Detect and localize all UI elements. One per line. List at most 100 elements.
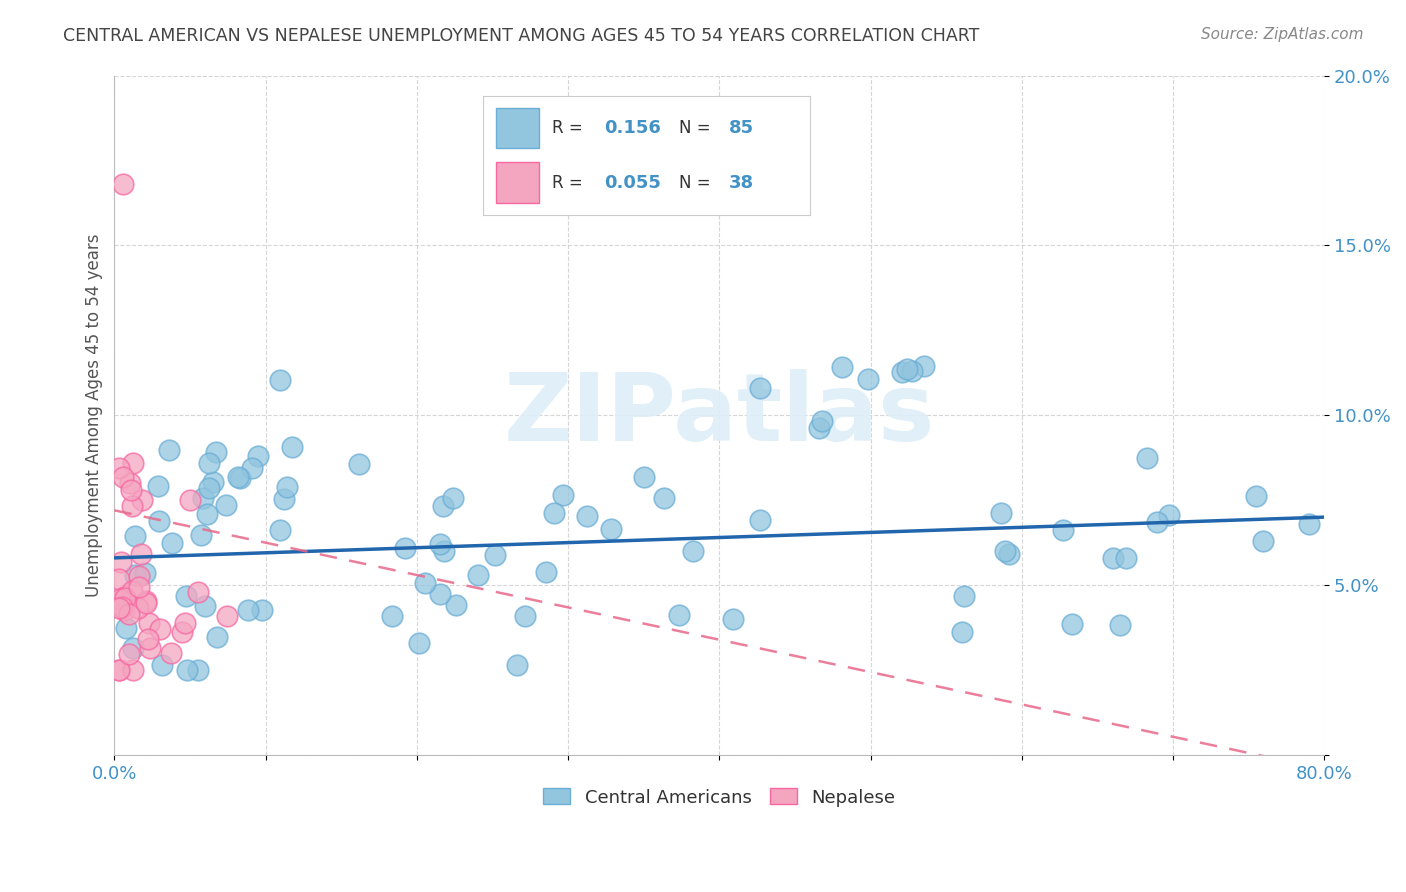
Point (269, 523, 291, 537)
Point (901, 364, 924, 378)
Point (994, 544, 1017, 558)
Point (134, 566, 156, 581)
Point (807, 421, 830, 435)
Point (118, 607, 141, 621)
Point (413, 575, 436, 590)
Point (668, 608, 690, 623)
Point (149, 622, 172, 636)
Point (146, 478, 169, 492)
Point (600, 522, 623, 536)
Point (124, 567, 146, 582)
Point (108, 572, 131, 586)
Point (190, 527, 212, 541)
Point (246, 450, 269, 464)
Point (122, 641, 145, 656)
Point (394, 541, 416, 555)
Point (269, 373, 291, 387)
Point (432, 499, 454, 513)
Point (122, 663, 145, 677)
Point (429, 537, 451, 551)
Point (811, 414, 834, 428)
Point (429, 586, 451, 600)
Point (108, 591, 131, 606)
Point (534, 566, 557, 580)
Point (187, 585, 209, 599)
Point (139, 640, 162, 655)
Point (467, 568, 489, 582)
Point (198, 481, 221, 495)
Point (120, 483, 142, 498)
Point (215, 498, 238, 512)
Point (347, 457, 370, 471)
Point (121, 584, 143, 599)
Text: CENTRAL AMERICAN VS NEPALESE UNEMPLOYMENT AMONG AGES 45 TO 54 YEARS CORRELATION : CENTRAL AMERICAN VS NEPALESE UNEMPLOYMEN… (63, 27, 980, 45)
Text: Source: ZipAtlas.com: Source: ZipAtlas.com (1201, 27, 1364, 42)
Point (128, 581, 150, 595)
Point (131, 493, 153, 508)
Point (157, 442, 180, 457)
Point (138, 615, 160, 630)
Point (250, 603, 273, 617)
Point (273, 491, 295, 506)
Point (1244, 489, 1267, 503)
Point (1157, 508, 1180, 523)
Point (193, 491, 215, 505)
Point (135, 594, 157, 608)
Point (124, 529, 146, 543)
Point (115, 621, 138, 635)
Point (112, 470, 135, 484)
Point (1101, 551, 1123, 566)
Point (108, 601, 131, 615)
Point (118, 476, 141, 491)
Point (204, 445, 226, 459)
Point (108, 663, 131, 677)
Point (950, 625, 973, 640)
Legend: Central Americans, Nepalese: Central Americans, Nepalese (536, 781, 903, 814)
Point (121, 456, 143, 470)
Point (831, 359, 853, 374)
Point (433, 544, 456, 558)
Point (121, 499, 143, 513)
Point (179, 493, 201, 508)
Point (1060, 617, 1083, 632)
Point (187, 663, 209, 677)
Point (108, 663, 131, 677)
Point (217, 609, 239, 624)
Y-axis label: Unemployment Among Ages 45 to 54 years: Unemployment Among Ages 45 to 54 years (86, 234, 103, 597)
Point (114, 591, 136, 606)
Point (195, 507, 218, 521)
Point (444, 598, 467, 612)
Point (576, 509, 599, 524)
Point (112, 590, 135, 604)
Point (997, 547, 1019, 561)
Point (114, 603, 136, 617)
Point (682, 544, 704, 558)
Point (174, 589, 197, 603)
Point (198, 456, 221, 470)
Point (513, 609, 536, 624)
Point (953, 589, 976, 603)
Point (890, 365, 912, 379)
Point (441, 491, 464, 506)
Point (1115, 550, 1137, 565)
Point (160, 646, 183, 660)
Point (1146, 515, 1168, 529)
Point (150, 658, 173, 673)
Point (1052, 523, 1074, 537)
Point (896, 362, 918, 376)
Point (1298, 516, 1320, 531)
Point (131, 547, 153, 561)
Point (127, 601, 149, 615)
Point (1136, 451, 1159, 466)
Point (242, 460, 264, 475)
Point (228, 470, 250, 484)
Point (148, 514, 170, 528)
Point (749, 512, 772, 526)
Point (749, 381, 772, 395)
Point (721, 612, 744, 626)
Point (118, 647, 141, 661)
Text: ZIPatlas: ZIPatlas (503, 369, 935, 461)
Point (553, 488, 575, 502)
Point (176, 663, 198, 677)
Point (112, 178, 135, 192)
